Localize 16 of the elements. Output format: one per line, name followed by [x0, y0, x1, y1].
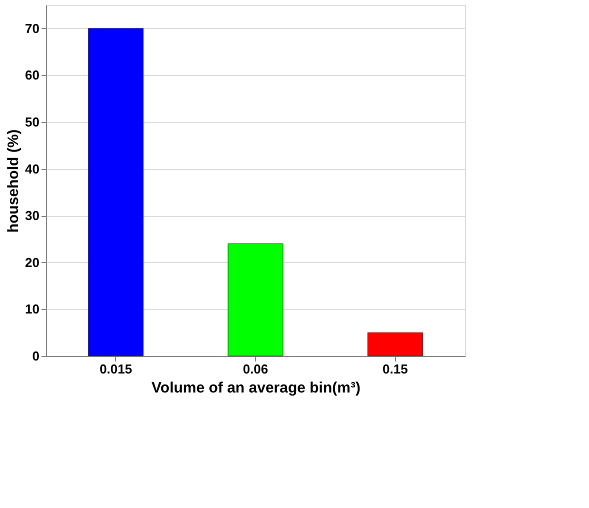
y-tick-label: 40 [25, 161, 40, 176]
y-tick-label: 30 [25, 208, 40, 224]
x-tick-label: 0.15 [382, 362, 408, 376]
y-axis-title: household (%) [5, 129, 22, 233]
y-tick-label: 50 [25, 114, 40, 130]
y-tick-label: 20 [25, 254, 40, 270]
x-tick-label: 0.015 [100, 362, 132, 376]
x-tick-label: 0.06 [242, 362, 268, 376]
y-tick-label: 60 [25, 68, 40, 83]
bar [228, 243, 284, 356]
y-tick-label: 0 [32, 348, 40, 364]
y-tick-label: 70 [25, 20, 40, 36]
bar [367, 332, 423, 356]
bar [88, 28, 144, 356]
y-tick-label: 10 [25, 302, 40, 317]
x-axis-title: Volume of an average bin(m³) [152, 380, 360, 396]
